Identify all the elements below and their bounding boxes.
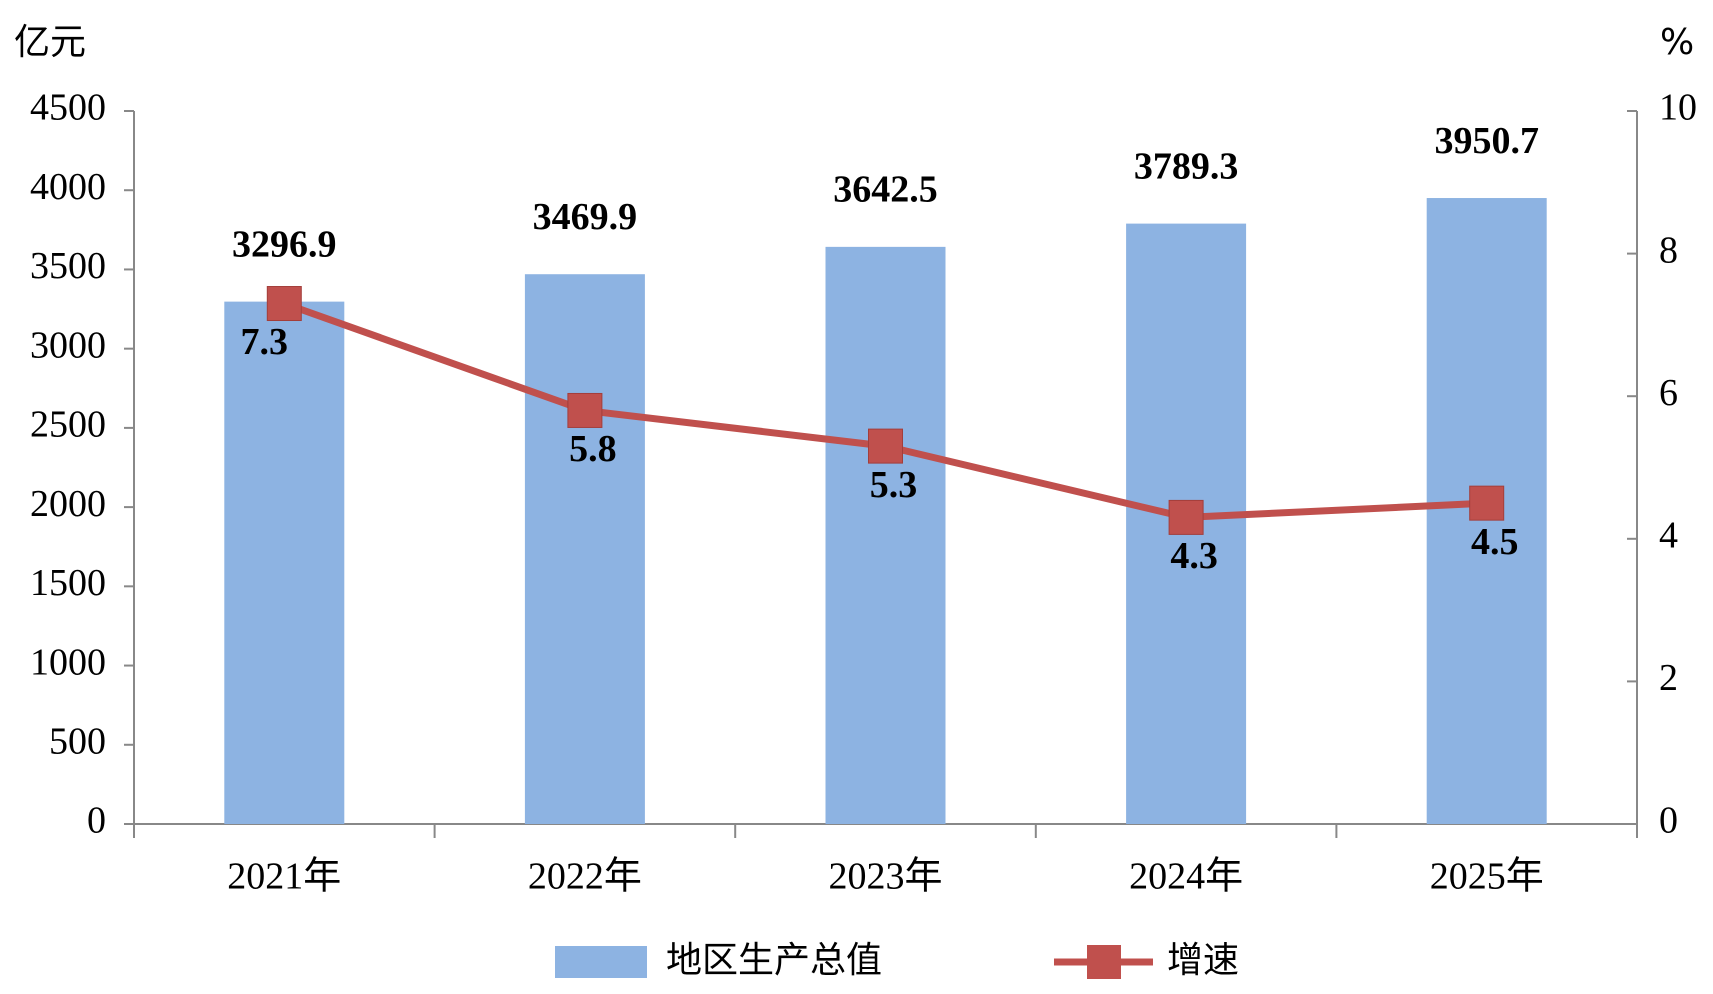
y-tick-label: 0 xyxy=(87,800,106,842)
y-tick-label: 1500 xyxy=(30,562,106,604)
x-tick-label: 2025年 xyxy=(1430,856,1544,898)
y-tick-label: 1000 xyxy=(30,641,106,683)
legend-marker xyxy=(1087,945,1121,979)
x-tick-label: 2021年 xyxy=(227,856,341,898)
y-tick-label: 500 xyxy=(49,720,106,762)
y-tick-label: 3000 xyxy=(30,324,106,366)
y-tick-label: 2000 xyxy=(30,483,106,525)
line-value-label: 4.3 xyxy=(1170,535,1218,577)
legend-label: 增速 xyxy=(1167,940,1239,981)
y2-tick-label: 0 xyxy=(1659,800,1678,842)
line-marker xyxy=(266,286,302,322)
y-tick-label: 4500 xyxy=(30,87,106,129)
y2-tick-label: 4 xyxy=(1659,515,1678,557)
line-marker xyxy=(1469,485,1505,521)
line-value-label: 7.3 xyxy=(241,321,289,363)
y-tick-label: 2500 xyxy=(30,404,106,446)
bar-value-label: 3469.9 xyxy=(533,196,638,238)
line-marker xyxy=(567,392,603,428)
bar xyxy=(224,301,345,824)
y2-tick-label: 6 xyxy=(1659,372,1678,414)
legend-label: 地区生产总值 xyxy=(666,940,882,981)
y-tick-label: 4000 xyxy=(30,166,106,208)
y-unit: 亿元 xyxy=(14,22,86,63)
y-tick-label: 3500 xyxy=(30,245,106,287)
bar xyxy=(825,246,946,825)
bar xyxy=(524,274,645,824)
bar-value-label: 3642.5 xyxy=(833,169,938,211)
line-value-label: 4.5 xyxy=(1471,521,1519,563)
y2-tick-label: 8 xyxy=(1659,229,1678,271)
x-tick-label: 2022年 xyxy=(528,856,642,898)
legend-swatch xyxy=(555,946,647,978)
line-marker xyxy=(868,428,903,464)
y2-tick-label: 2 xyxy=(1659,657,1678,699)
bar-value-label: 3789.3 xyxy=(1134,145,1239,187)
x-tick-label: 2023年 xyxy=(828,856,942,898)
line-value-label: 5.8 xyxy=(569,428,617,470)
bar-value-label: 3296.9 xyxy=(232,223,337,265)
line-marker xyxy=(1168,499,1204,535)
y2-unit: % xyxy=(1660,22,1694,63)
bar-value-label: 3950.7 xyxy=(1434,120,1539,162)
x-tick-label: 2024年 xyxy=(1129,856,1243,898)
y2-tick-label: 10 xyxy=(1659,87,1697,129)
line-value-label: 5.3 xyxy=(870,464,918,506)
